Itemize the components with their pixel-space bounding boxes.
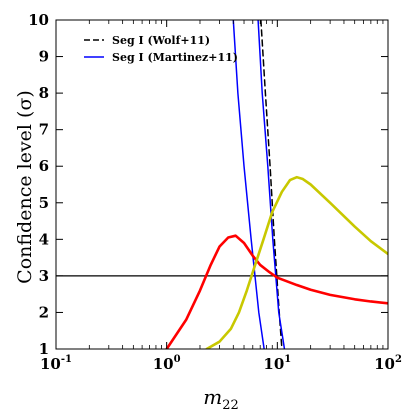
x-tick-label: 102 — [374, 354, 402, 373]
y-tick-label: 10 — [28, 11, 49, 29]
axes-layer: 1 2 3 4 5 6 7 8 9 10 10-1 100 101 102 — [28, 11, 402, 373]
series-2-left-boundary — [232, 20, 265, 349]
y-tick-label: 7 — [39, 121, 49, 139]
plot-frame — [55, 19, 389, 350]
series-1-line — [260, 20, 283, 349]
y-tick-label: 1 — [39, 340, 49, 358]
x-tick-label: 10-1 — [40, 354, 72, 373]
x-tick-label: 100 — [153, 354, 181, 373]
legend: Seg I (Wolf+11) Seg I (Martinez+11) — [84, 34, 238, 64]
y-tick-label: 3 — [39, 267, 49, 285]
y-tick-label: 9 — [39, 48, 49, 66]
x-tick-label: 101 — [263, 354, 291, 373]
y-tick-label: 6 — [39, 157, 49, 175]
y-tick-label: 5 — [39, 194, 49, 212]
legend-label-1: Seg I (Wolf+11) — [112, 34, 210, 47]
y-axis-title: Confidence level (σ) — [14, 90, 36, 284]
y-tick-label: 2 — [39, 303, 49, 321]
y-tick-label: 4 — [39, 230, 49, 248]
series-2-right-boundary — [257, 20, 286, 349]
series-layer — [56, 20, 388, 349]
y-tick-label: 8 — [39, 84, 49, 102]
legend-label-2: Seg I (Martinez+11) — [112, 51, 238, 64]
series-4-line — [205, 175, 388, 349]
x-axis-title: m22 — [203, 385, 239, 413]
